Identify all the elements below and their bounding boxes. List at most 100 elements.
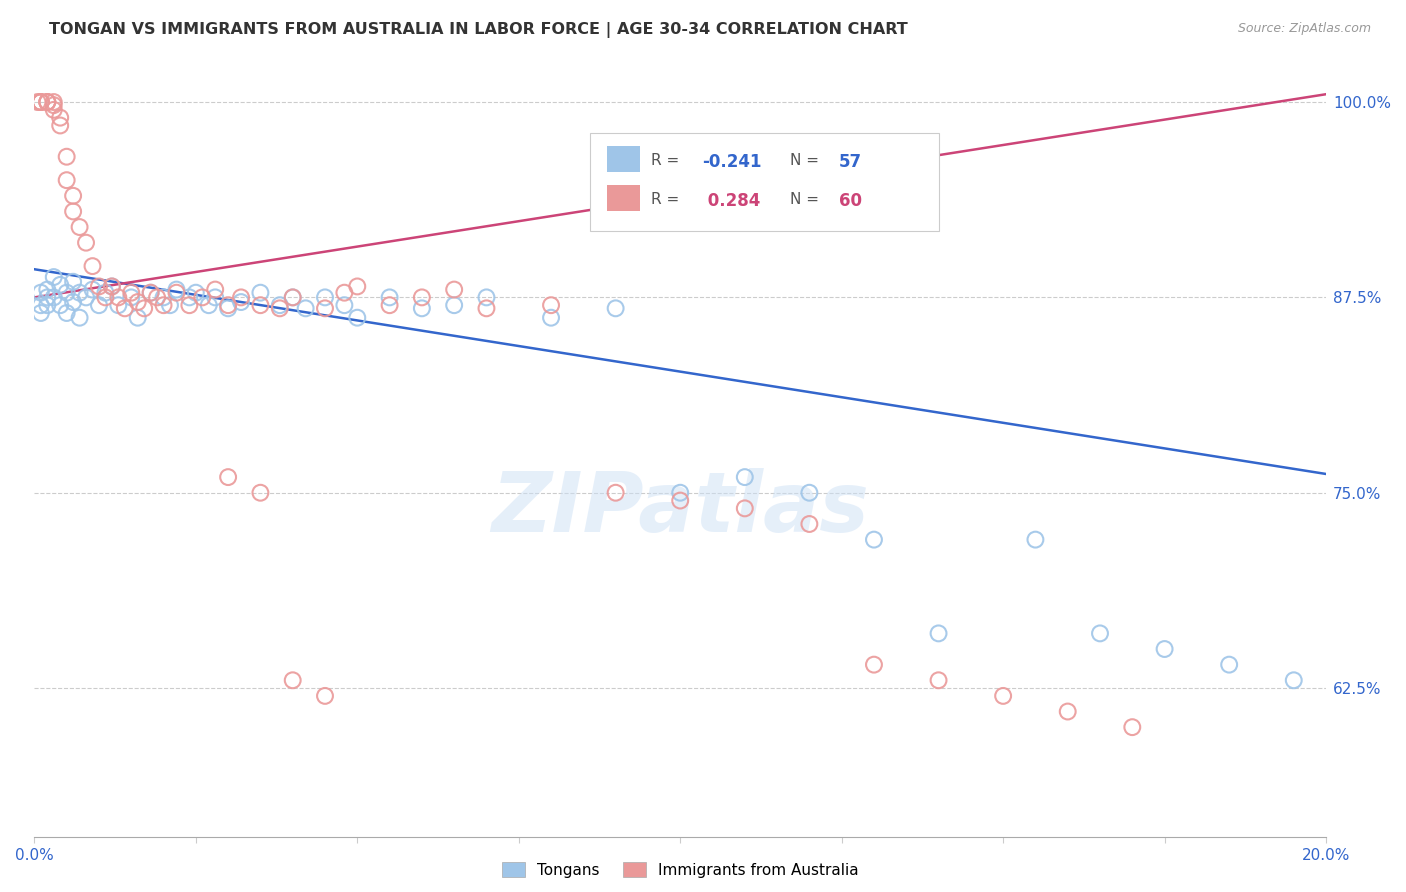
Point: [863, 533, 886, 547]
Point: [928, 626, 950, 640]
Point: [281, 290, 304, 304]
Text: Source: ZipAtlas.com: Source: ZipAtlas.com: [1237, 22, 1371, 36]
Point: [42, 290, 65, 304]
Point: [146, 290, 169, 304]
Point: [37, 95, 59, 109]
Point: [42, 270, 65, 285]
Point: [411, 301, 433, 316]
Point: [127, 295, 149, 310]
Point: [107, 290, 129, 304]
Point: [184, 285, 207, 300]
Point: [1153, 642, 1175, 657]
Point: [333, 285, 356, 300]
Point: [314, 290, 336, 304]
Point: [217, 470, 239, 484]
Point: [42, 98, 65, 112]
Point: [30, 306, 52, 320]
Point: [991, 689, 1014, 703]
Point: [346, 310, 368, 325]
Point: [928, 673, 950, 688]
Point: [37, 95, 59, 109]
Point: [179, 290, 201, 304]
Point: [75, 290, 97, 304]
Text: 0.284: 0.284: [702, 192, 761, 210]
Point: [62, 275, 84, 289]
Point: [107, 298, 129, 312]
Point: [55, 150, 77, 164]
Point: [191, 290, 214, 304]
FancyBboxPatch shape: [606, 185, 640, 211]
Point: [443, 298, 465, 312]
Text: 57: 57: [839, 153, 862, 170]
Point: [1088, 626, 1111, 640]
Point: [281, 290, 304, 304]
Point: [37, 95, 59, 109]
Point: [475, 290, 498, 304]
Point: [62, 189, 84, 203]
FancyBboxPatch shape: [606, 145, 640, 172]
Point: [55, 285, 77, 300]
Point: [1218, 657, 1240, 672]
Point: [87, 279, 110, 293]
Point: [863, 657, 886, 672]
Text: ZIPatlas: ZIPatlas: [491, 468, 869, 549]
Point: [378, 298, 401, 312]
Point: [249, 298, 271, 312]
Point: [69, 310, 91, 325]
Point: [281, 673, 304, 688]
Point: [55, 173, 77, 187]
Point: [30, 285, 52, 300]
Point: [197, 298, 219, 312]
Point: [94, 285, 117, 300]
Text: -0.241: -0.241: [702, 153, 762, 170]
Point: [27, 95, 49, 109]
Point: [55, 306, 77, 320]
Point: [62, 295, 84, 310]
Point: [605, 485, 627, 500]
Point: [49, 119, 72, 133]
Text: TONGAN VS IMMIGRANTS FROM AUSTRALIA IN LABOR FORCE | AGE 30-34 CORRELATION CHART: TONGAN VS IMMIGRANTS FROM AUSTRALIA IN L…: [49, 22, 908, 38]
Point: [134, 301, 156, 316]
Point: [605, 301, 627, 316]
Text: R =: R =: [651, 153, 679, 168]
Point: [139, 285, 162, 300]
Point: [42, 95, 65, 109]
Point: [229, 290, 252, 304]
Point: [540, 310, 562, 325]
Point: [179, 298, 201, 312]
Point: [217, 301, 239, 316]
Point: [734, 501, 756, 516]
Point: [49, 298, 72, 312]
Point: [204, 290, 226, 304]
Point: [139, 285, 162, 300]
Point: [314, 689, 336, 703]
Point: [269, 298, 291, 312]
Point: [229, 295, 252, 310]
Point: [42, 103, 65, 117]
Point: [166, 283, 188, 297]
FancyBboxPatch shape: [589, 133, 939, 231]
Point: [120, 290, 142, 304]
Point: [314, 301, 336, 316]
Point: [734, 470, 756, 484]
Point: [30, 298, 52, 312]
Point: [82, 283, 104, 297]
Point: [269, 301, 291, 316]
Point: [37, 290, 59, 304]
Point: [411, 290, 433, 304]
Point: [120, 285, 142, 300]
Point: [204, 283, 226, 297]
Point: [101, 279, 124, 293]
Point: [159, 298, 181, 312]
Point: [217, 298, 239, 312]
Point: [152, 298, 174, 312]
Point: [1056, 705, 1078, 719]
Point: [669, 485, 692, 500]
Point: [346, 279, 368, 293]
Point: [1282, 673, 1305, 688]
Point: [443, 283, 465, 297]
Point: [333, 298, 356, 312]
Point: [69, 285, 91, 300]
Point: [540, 298, 562, 312]
Text: 60: 60: [839, 192, 862, 210]
